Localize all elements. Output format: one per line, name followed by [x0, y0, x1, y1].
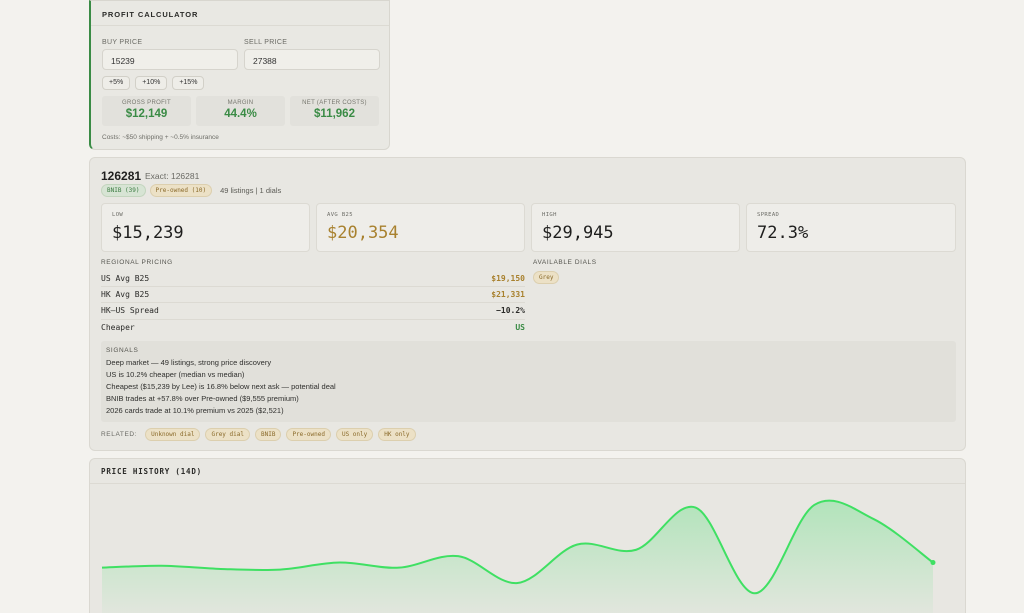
row-label: Cheaper	[101, 323, 135, 333]
sell-price-label: SELL PRICE	[244, 39, 288, 46]
row-value: −10.2%	[496, 306, 525, 316]
bnib-tag[interactable]: BNIB (39)	[101, 184, 146, 197]
related-filters: RELATED: Unknown dial Grey dial BNIB Pre…	[101, 428, 416, 441]
kpi-value: $29,945	[542, 223, 614, 243]
table-row: US Avg B25 $19,150	[101, 271, 525, 288]
exact-match-label: Exact: 126281	[145, 171, 200, 181]
related-chip-grey-dial[interactable]: Grey dial	[205, 428, 250, 441]
stat-label: MARGIN	[227, 100, 254, 106]
signals-title: SIGNALS	[106, 347, 139, 354]
markup-buttons: +5% +10% +15%	[102, 76, 205, 90]
kpi-label: AVG B25	[327, 212, 353, 218]
price-history-chart	[101, 499, 936, 613]
plus-15-button[interactable]: +15%	[172, 76, 205, 90]
net-profit-stat: NET (AFTER COSTS) $11,962	[290, 96, 379, 126]
available-dials-label: AVAILABLE DIALS	[533, 259, 597, 266]
price-history-area	[102, 500, 933, 613]
price-history-line	[101, 499, 934, 595]
row-value: $19,150	[491, 274, 525, 284]
row-value: US	[515, 323, 525, 333]
signal-item: Deep market — 49 listings, strong price …	[106, 358, 272, 367]
signal-item: US is 10.2% cheaper (median vs median)	[106, 369, 245, 379]
kpi-label: SPREAD	[757, 212, 780, 218]
related-chip-us-only[interactable]: US only	[335, 428, 374, 441]
spread-card: SPREAD 72.3%	[746, 203, 956, 252]
stat-value: $11,962	[314, 108, 355, 120]
avg-price-card: AVG B25 $20,354	[316, 203, 525, 252]
profit-calculator-panel: PROFIT CALCULATOR BUY PRICE SELL PRICE 1…	[89, 0, 390, 150]
condition-tags: BNIB (39) Pre-owned (10) 49 listings | 1…	[101, 184, 281, 197]
price-history-title: PRICE HISTORY (14D)	[90, 459, 965, 484]
kpi-value: $20,354	[327, 223, 399, 243]
kpi-label: LOW	[112, 212, 124, 218]
signals-panel: SIGNALS Deep market — 49 listings, stron…	[101, 341, 956, 422]
stat-label: GROSS PROFIT	[122, 100, 171, 106]
costs-note: Costs: ~$50 shipping + ~0.5% insurance	[102, 134, 219, 141]
listing-count: 49 listings | 1 dials	[220, 186, 282, 195]
signal-item: Cheapest ($15,239 by Lee) is 16.8% below…	[106, 381, 336, 391]
row-label: US Avg B25	[101, 274, 150, 284]
high-price-card: HIGH $29,945	[531, 203, 740, 252]
row-label: HK–US Spread	[101, 306, 159, 316]
dial-chip-grey[interactable]: Grey	[533, 271, 560, 284]
regional-pricing-table: US Avg B25 $19,150 HK Avg B25 $21,331 HK…	[101, 271, 525, 336]
profit-stats: GROSS PROFIT $12,149 MARGIN 44.4% NET (A…	[102, 96, 379, 126]
stat-value: $12,149	[125, 108, 168, 120]
calculator-title: PROFIT CALCULATOR	[91, 1, 389, 26]
sell-price-input[interactable]: 27388	[244, 49, 380, 70]
plus-10-button[interactable]: +10%	[135, 76, 168, 90]
reference-detail-card: 126281 Exact: 126281 BNIB (39) Pre-owned…	[89, 157, 966, 451]
preowned-tag[interactable]: Pre-owned (10)	[149, 184, 213, 197]
price-history-panel: PRICE HISTORY (14D)	[89, 458, 966, 613]
plus-5-button[interactable]: +5%	[102, 76, 131, 90]
kpi-value: 72.3%	[757, 223, 809, 243]
table-row: HK Avg B25 $21,331	[101, 287, 525, 304]
buy-price-input[interactable]: 15239	[102, 49, 238, 70]
low-price-card: LOW $15,239	[101, 203, 310, 252]
reference-number: 126281	[101, 169, 142, 183]
row-label: HK Avg B25	[101, 290, 150, 300]
latest-price-point[interactable]	[930, 560, 936, 566]
buy-price-label: BUY PRICE	[102, 39, 143, 46]
stat-label: NET (AFTER COSTS)	[302, 100, 367, 106]
row-value: $21,331	[491, 290, 525, 300]
related-chip-preowned[interactable]: Pre-owned	[286, 428, 331, 441]
stat-value: 44.4%	[224, 108, 257, 120]
kpi-value: $15,239	[112, 223, 184, 243]
signal-item: 2026 cards trade at 10.1% premium vs 202…	[106, 405, 284, 415]
table-row: HK–US Spread −10.2%	[101, 303, 525, 320]
related-label: RELATED:	[101, 431, 138, 438]
regional-pricing-label: REGIONAL PRICING	[101, 259, 173, 266]
related-chip-bnib[interactable]: BNIB	[254, 428, 282, 441]
table-row: Cheaper US	[101, 320, 525, 336]
margin-stat: MARGIN 44.4%	[196, 96, 285, 126]
related-chip-unknown-dial[interactable]: Unknown dial	[145, 428, 201, 441]
kpi-label: HIGH	[542, 212, 557, 218]
signal-item: BNIB trades at +57.8% over Pre-owned ($9…	[106, 393, 299, 403]
related-chip-hk-only[interactable]: HK only	[378, 428, 416, 441]
gross-profit-stat: GROSS PROFIT $12,149	[102, 96, 191, 126]
